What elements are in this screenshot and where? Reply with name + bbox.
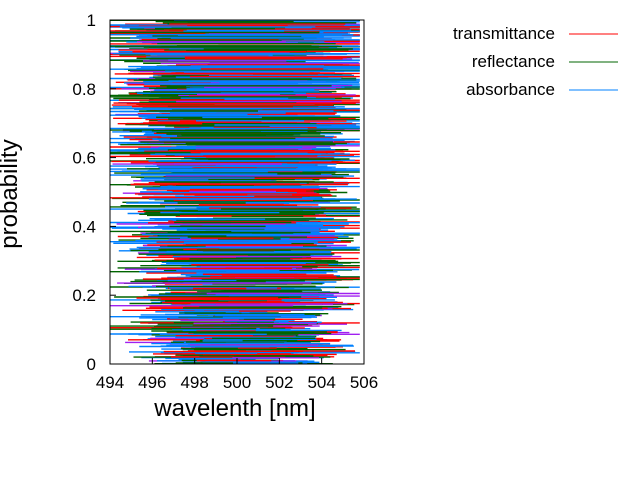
y-tick-label: 0 bbox=[87, 355, 96, 374]
x-tick-label: 502 bbox=[265, 373, 293, 392]
y-tick-label: 1 bbox=[87, 11, 96, 30]
y-axis: 0 0.2 0.4 0.6 0.8 1 bbox=[72, 11, 116, 374]
x-tick-label: 506 bbox=[350, 373, 378, 392]
y-axis-label: probability bbox=[0, 139, 23, 248]
legend-label: reflectance bbox=[472, 52, 555, 71]
x-tick-label: 500 bbox=[223, 373, 251, 392]
legend-label: absorbance bbox=[466, 80, 555, 99]
x-axis-label: wavelenth [nm] bbox=[153, 395, 315, 422]
x-axis: 494 496 498 500 502 504 506 bbox=[96, 358, 378, 392]
y-tick-label: 0.4 bbox=[72, 217, 96, 236]
y-tick-label: 0.8 bbox=[72, 80, 96, 99]
y-tick-label: 0.6 bbox=[72, 149, 96, 168]
x-tick-label: 496 bbox=[138, 373, 166, 392]
legend: transmittance reflectance absorbance bbox=[453, 24, 618, 99]
legend-label: transmittance bbox=[453, 24, 555, 43]
x-tick-label: 494 bbox=[96, 373, 124, 392]
plot-marks bbox=[110, 19, 360, 365]
x-tick-label: 504 bbox=[307, 373, 335, 392]
y-tick-label: 0.2 bbox=[72, 286, 96, 305]
x-tick-label: 498 bbox=[180, 373, 208, 392]
